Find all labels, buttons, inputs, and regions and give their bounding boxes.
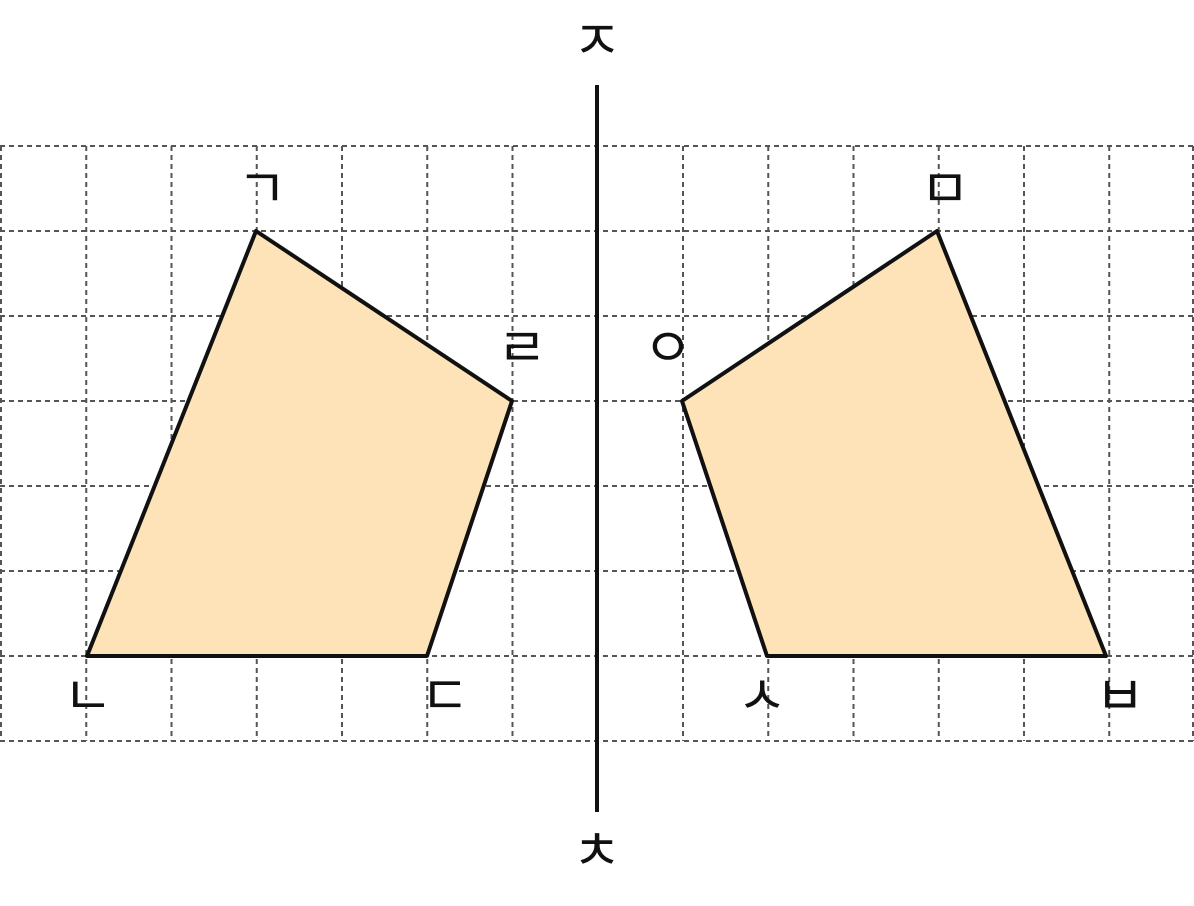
axis-bottom-label: ㅊ: [572, 820, 622, 883]
left-shape: [85, 229, 514, 658]
axis-top-label: ㅈ: [572, 10, 622, 73]
vertex-label: ㅇ: [643, 317, 693, 380]
vertex-label: ㄴ: [63, 665, 113, 728]
vertex-label: ㄹ: [497, 317, 547, 380]
vertex-label: ㄷ: [420, 665, 470, 728]
right-shape: [680, 229, 1108, 658]
vertex-label: ㅁ: [920, 158, 970, 221]
vertex-label: ㅂ: [1095, 665, 1145, 728]
vertex-label: ㅅ: [737, 665, 787, 728]
vertex-label: ㄱ: [237, 158, 287, 221]
